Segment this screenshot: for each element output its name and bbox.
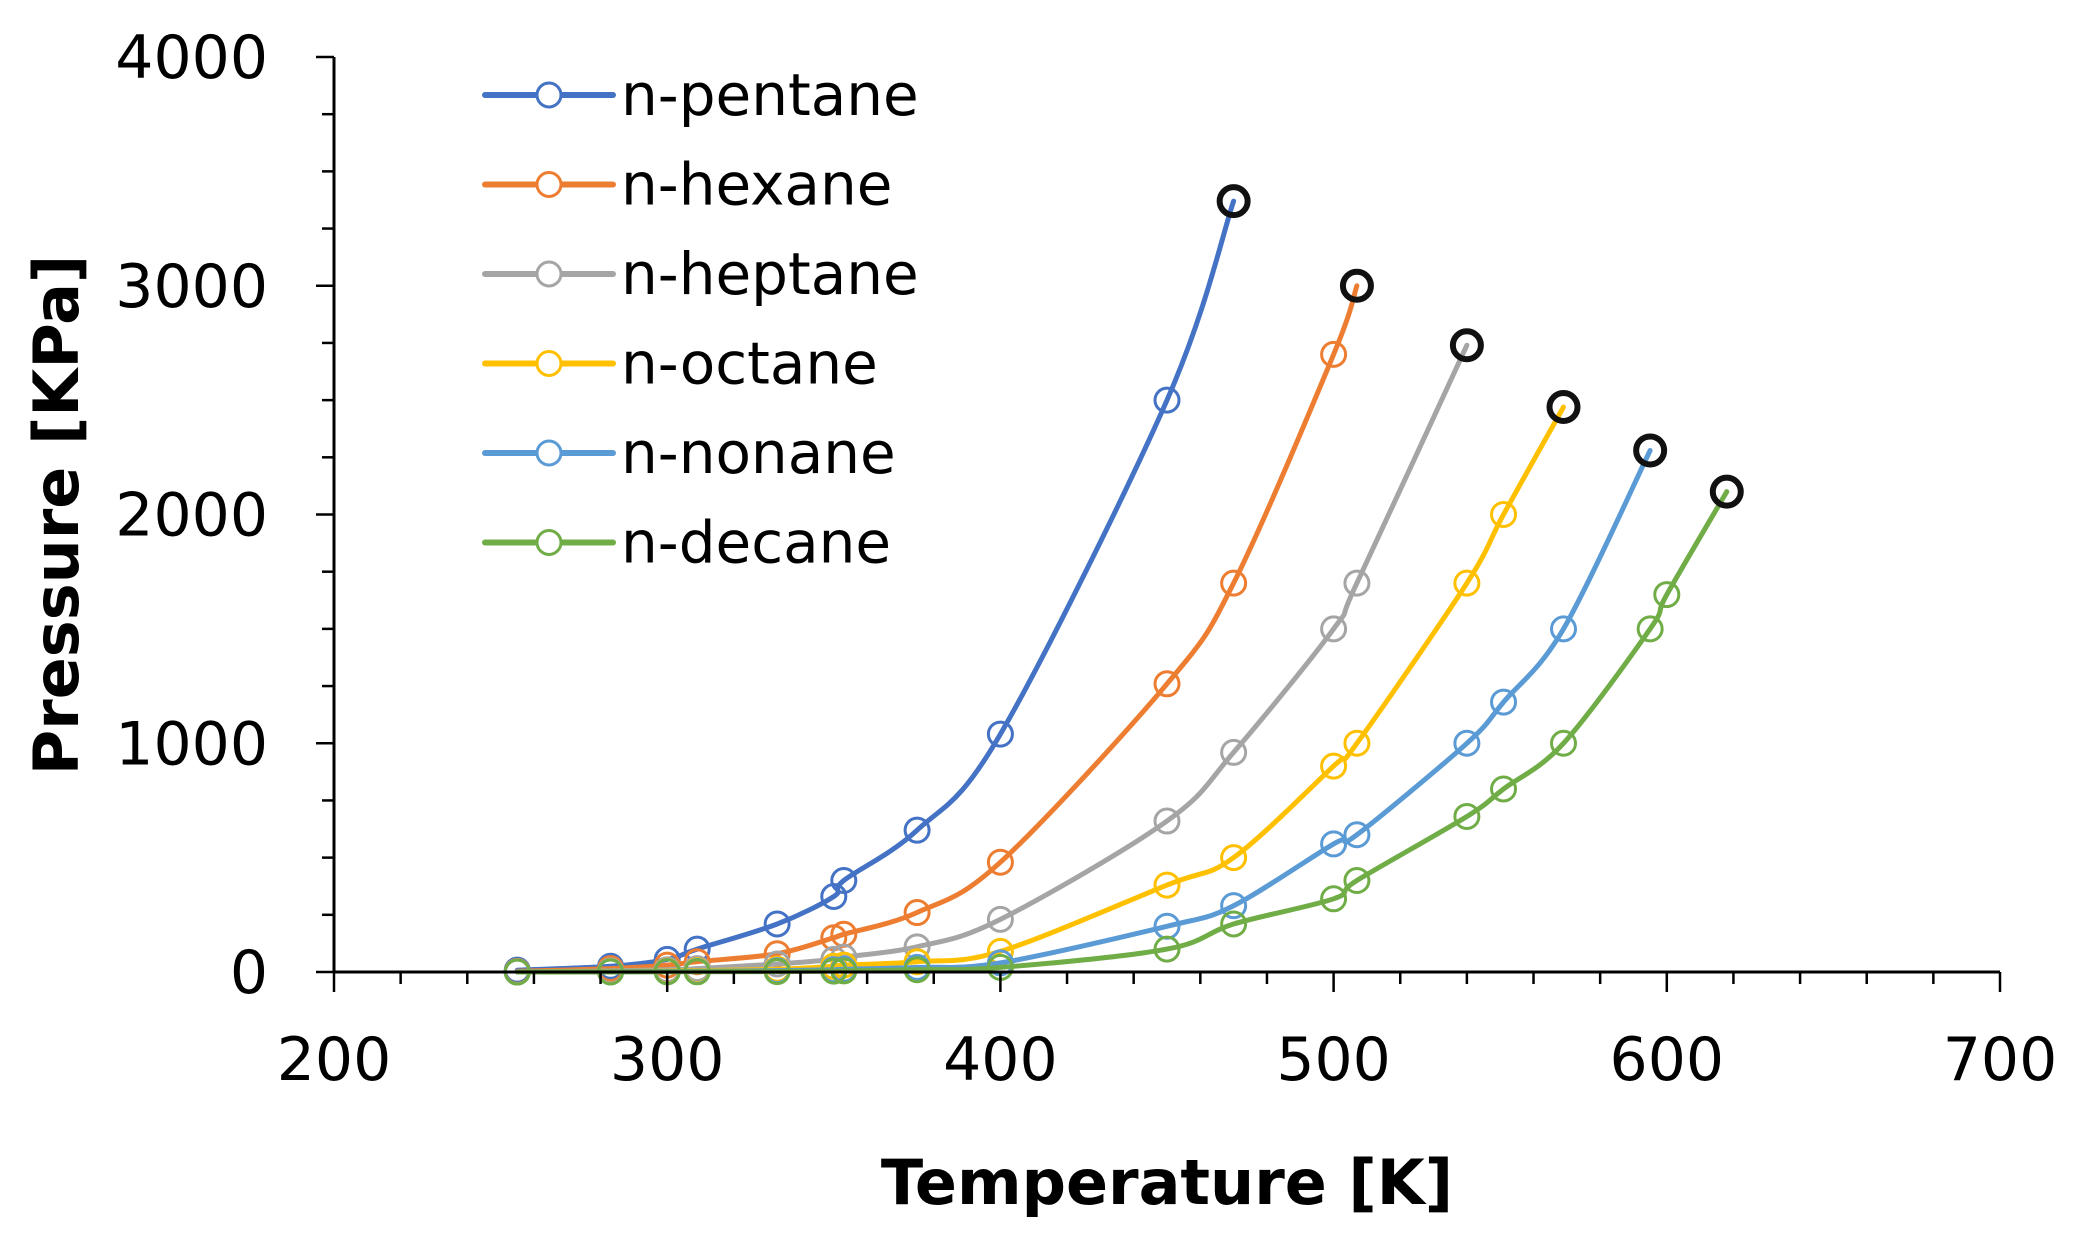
y-axis-title: Pressure [KPa] — [20, 255, 93, 776]
data-point-marker — [1453, 729, 1481, 757]
data-point-marker — [1153, 807, 1181, 835]
data-point-marker — [1490, 501, 1518, 528]
legend-label: n-pentane — [621, 61, 919, 129]
y-tick-label: 2000 — [115, 481, 268, 551]
legend-entry: n-nonane — [482, 419, 896, 487]
data-point-marker — [1636, 615, 1664, 643]
critical-point-marker — [1449, 328, 1484, 363]
data-point-marker — [986, 905, 1014, 933]
data-point-marker — [1343, 569, 1371, 597]
legend-entry: n-hexane — [482, 151, 892, 219]
data-point-marker — [1220, 910, 1248, 938]
data-point-marker — [903, 956, 931, 984]
critical-point-marker — [1546, 389, 1581, 424]
y-tick-label: 3000 — [115, 252, 268, 322]
legend-entry: n-heptane — [482, 240, 919, 308]
data-point-marker — [1220, 892, 1248, 920]
series-line — [514, 198, 1237, 973]
data-point-marker — [1453, 569, 1481, 597]
x-tick-label: 300 — [610, 1025, 725, 1095]
x-tick-label: 600 — [1610, 1025, 1725, 1095]
y-tick-label: 4000 — [115, 23, 268, 93]
data-point-marker — [1320, 830, 1348, 858]
data-point-marker — [1490, 688, 1518, 716]
data-point-marker — [1220, 844, 1248, 872]
data-point-marker — [1320, 885, 1348, 913]
series-line — [514, 283, 1360, 974]
x-tick-label: 200 — [277, 1025, 392, 1095]
series-line — [514, 404, 1566, 975]
legend-entry: n-octane — [482, 330, 878, 398]
data-point-marker — [1320, 752, 1348, 780]
data-point-marker — [903, 899, 931, 927]
data-point-marker — [1220, 738, 1248, 766]
legend-label: n-nonane — [621, 419, 896, 487]
data-point-marker — [1153, 935, 1181, 963]
legend-label: n-octane — [621, 330, 878, 398]
legend-label: n-decane — [621, 509, 891, 577]
data-point-marker — [1550, 615, 1578, 643]
y-tick-label: 0 — [230, 938, 268, 1008]
data-point-marker — [1653, 581, 1681, 609]
data-point-marker — [903, 816, 931, 844]
data-point-marker — [1343, 729, 1371, 757]
data-point-marker — [1220, 569, 1248, 597]
axes: 0 1000 2000 3000 4000 200 300 400 500 600 700 — [115, 23, 2057, 1095]
x-tick-label: 400 — [943, 1025, 1058, 1095]
data-point-marker — [1550, 729, 1578, 757]
x-tick-label: 700 — [1943, 1025, 2058, 1095]
legend-marker — [535, 81, 563, 109]
data-point-marker — [830, 867, 858, 894]
data-point-marker — [1343, 867, 1371, 894]
x-axis-title: Temperature [K] — [881, 1146, 1453, 1219]
legend-entry: n-pentane — [482, 61, 919, 129]
critical-point-marker — [1339, 268, 1374, 303]
y-tick-label: 1000 — [115, 709, 268, 779]
legend-label: n-heptane — [621, 240, 919, 308]
legend-entry: n-decane — [482, 509, 891, 577]
legend-marker — [535, 529, 563, 556]
legend-marker — [535, 439, 563, 467]
data-point-marker — [1453, 802, 1481, 830]
legend-label: n-hexane — [621, 151, 892, 219]
data-point-marker — [1153, 670, 1181, 698]
data-point-marker — [1153, 386, 1181, 414]
legend-marker — [535, 350, 563, 377]
data-point-marker — [1153, 871, 1181, 899]
data-point-marker — [1343, 821, 1371, 849]
data-point-marker — [1490, 775, 1518, 803]
data-point-marker — [1320, 615, 1348, 643]
critical-point-marker — [1216, 184, 1251, 219]
data-point-marker — [1320, 340, 1348, 368]
critical-point-marker — [1709, 474, 1744, 509]
legend: n-pentane n-hexane n-heptane n-octane n-nona… — [482, 61, 919, 577]
critical-point-marker — [1633, 433, 1668, 468]
data-point-marker — [986, 720, 1014, 748]
data-point-marker — [986, 848, 1014, 876]
x-tick-label: 500 — [1276, 1025, 1391, 1095]
legend-marker — [535, 171, 563, 198]
data-point-marker — [763, 910, 791, 938]
legend-marker — [535, 260, 563, 288]
